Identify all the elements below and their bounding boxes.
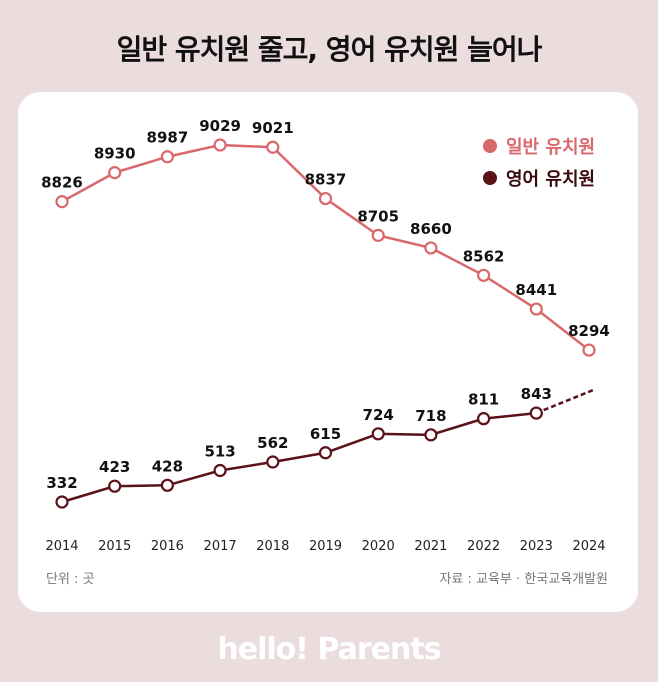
data-point bbox=[477, 412, 491, 426]
data-point bbox=[582, 343, 596, 357]
data-label: 8837 bbox=[305, 171, 347, 189]
data-label: 8660 bbox=[410, 220, 452, 238]
projection-dashed-line bbox=[535, 388, 594, 415]
data-label: 9029 bbox=[199, 117, 241, 135]
data-point bbox=[318, 446, 333, 460]
data-label: 724 bbox=[363, 406, 394, 424]
data-point bbox=[108, 479, 122, 493]
data-point bbox=[266, 455, 280, 469]
data-label: 8930 bbox=[94, 145, 136, 163]
legend-marker-general bbox=[483, 139, 497, 153]
legend-label-general: 일반 유치원 bbox=[506, 137, 595, 158]
x-tick-label: 2014 bbox=[45, 539, 78, 554]
x-tick-label: 2020 bbox=[362, 539, 395, 554]
data-point bbox=[213, 463, 227, 478]
series-line-1 bbox=[61, 411, 537, 504]
data-label: 843 bbox=[521, 385, 552, 403]
chart-card: 일반 유치원 영어 유치원 2014 2015 2016 2017 2018 2019 20… bbox=[18, 92, 638, 612]
data-point bbox=[213, 138, 227, 152]
x-tick-label: 2019 bbox=[309, 539, 342, 554]
data-point bbox=[160, 478, 174, 492]
data-point bbox=[529, 302, 543, 316]
x-tick-label: 2024 bbox=[572, 539, 605, 554]
data-label: 8441 bbox=[515, 281, 557, 299]
legend: 일반 유치원 영어 유치원 bbox=[483, 137, 595, 190]
data-point bbox=[318, 191, 333, 206]
data-point bbox=[424, 428, 438, 442]
legend-marker-english bbox=[483, 171, 497, 185]
unit-note: 단위 : 곳 bbox=[46, 572, 95, 587]
source-note: 자료 : 교육부 · 한국교육개발원 bbox=[439, 572, 608, 587]
brand-logo: hello! Parents bbox=[217, 632, 441, 667]
x-tick-label: 2016 bbox=[151, 539, 184, 554]
data-point bbox=[108, 166, 122, 180]
data-point bbox=[371, 427, 385, 441]
data-label: 8294 bbox=[568, 322, 610, 340]
line-chart: 일반 유치원 영어 유치원 2014 2015 2016 2017 2018 2019 20… bbox=[41, 117, 610, 587]
data-label: 811 bbox=[468, 391, 499, 409]
data-label: 332 bbox=[46, 474, 77, 492]
x-tick-label: 2015 bbox=[98, 539, 131, 554]
data-label: 9021 bbox=[252, 119, 294, 137]
data-label: 428 bbox=[152, 457, 183, 475]
data-label: 8705 bbox=[357, 207, 399, 225]
data-label: 615 bbox=[310, 425, 341, 443]
data-point bbox=[55, 195, 69, 209]
x-tick-label: 2022 bbox=[467, 539, 500, 554]
data-point bbox=[266, 140, 280, 154]
chart-title: 일반 유치원 줄고, 영어 유치원 늘어나 bbox=[116, 33, 543, 66]
data-point bbox=[529, 406, 543, 420]
data-label: 423 bbox=[99, 458, 130, 476]
data-label: 718 bbox=[415, 407, 446, 425]
x-tick-label: 2021 bbox=[414, 539, 447, 554]
data-point bbox=[55, 495, 69, 509]
data-point bbox=[371, 228, 385, 242]
data-label: 562 bbox=[257, 434, 288, 452]
data-label: 513 bbox=[204, 443, 235, 461]
data-point bbox=[424, 241, 438, 255]
data-label: 8987 bbox=[147, 129, 189, 147]
data-point bbox=[477, 268, 491, 282]
x-tick-label: 2018 bbox=[256, 539, 289, 554]
legend-label-english: 영어 유치원 bbox=[506, 169, 595, 190]
x-tick-label: 2017 bbox=[204, 539, 237, 554]
x-tick-label: 2023 bbox=[520, 539, 553, 554]
data-label: 8562 bbox=[463, 247, 505, 265]
data-point bbox=[160, 150, 174, 164]
data-label: 8826 bbox=[41, 174, 83, 192]
